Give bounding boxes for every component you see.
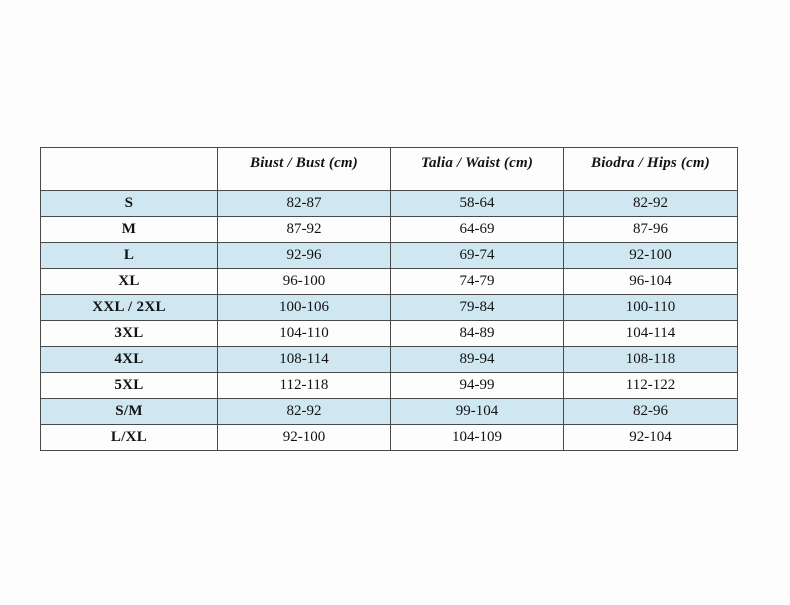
waist-value: 64-69 (390, 216, 564, 243)
hips-value: 87-96 (563, 216, 738, 243)
waist-value: 84-89 (390, 320, 564, 347)
header-hips: Biodra / Hips (cm) (563, 147, 738, 191)
hips-value: 82-96 (563, 398, 738, 425)
table-row-4xl: 4XL 108-114 89-94 108-118 (40, 346, 738, 373)
waist-value: 104-109 (390, 424, 564, 451)
hips-value: 92-104 (563, 424, 738, 451)
size-label: 5XL (40, 372, 218, 399)
waist-value: 89-94 (390, 346, 564, 373)
waist-value: 69-74 (390, 242, 564, 269)
waist-value: 94-99 (390, 372, 564, 399)
hips-value: 100-110 (563, 294, 738, 321)
bust-value: 100-106 (217, 294, 391, 321)
bust-value: 82-87 (217, 190, 391, 217)
header-waist: Talia / Waist (cm) (390, 147, 564, 191)
size-label: L (40, 242, 218, 269)
bust-value: 92-100 (217, 424, 391, 451)
size-label: XXL / 2XL (40, 294, 218, 321)
hips-value: 92-100 (563, 242, 738, 269)
hips-value: 104-114 (563, 320, 738, 347)
waist-value: 74-79 (390, 268, 564, 295)
bust-value: 108-114 (217, 346, 391, 373)
bust-value: 92-96 (217, 242, 391, 269)
hips-value: 82-92 (563, 190, 738, 217)
table-row-s: S 82-87 58-64 82-92 (40, 190, 738, 217)
table-row-m: M 87-92 64-69 87-96 (40, 216, 738, 243)
size-chart-table: Biust / Bust (cm) Talia / Waist (cm) Bio… (40, 147, 738, 451)
hips-value: 96-104 (563, 268, 738, 295)
size-label: XL (40, 268, 218, 295)
size-label: M (40, 216, 218, 243)
hips-value: 108-118 (563, 346, 738, 373)
bust-value: 96-100 (217, 268, 391, 295)
table-row-s-m: S/M 82-92 99-104 82-96 (40, 398, 738, 425)
table-row-l: L 92-96 69-74 92-100 (40, 242, 738, 269)
waist-value: 58-64 (390, 190, 564, 217)
bust-value: 104-110 (217, 320, 391, 347)
size-label: L/XL (40, 424, 218, 451)
hips-value: 112-122 (563, 372, 738, 399)
header-size-blank (40, 147, 218, 191)
table-row-l-xl: L/XL 92-100 104-109 92-104 (40, 424, 738, 451)
table-row-5xl: 5XL 112-118 94-99 112-122 (40, 372, 738, 399)
table-row-xxl-2xl: XXL / 2XL 100-106 79-84 100-110 (40, 294, 738, 321)
table-row-xl: XL 96-100 74-79 96-104 (40, 268, 738, 295)
size-label: 4XL (40, 346, 218, 373)
bust-value: 112-118 (217, 372, 391, 399)
table-row-3xl: 3XL 104-110 84-89 104-114 (40, 320, 738, 347)
size-label: 3XL (40, 320, 218, 347)
bust-value: 87-92 (217, 216, 391, 243)
waist-value: 79-84 (390, 294, 564, 321)
size-label: S/M (40, 398, 218, 425)
bust-value: 82-92 (217, 398, 391, 425)
header-row: Biust / Bust (cm) Talia / Waist (cm) Bio… (40, 147, 738, 191)
size-label: S (40, 190, 218, 217)
header-bust: Biust / Bust (cm) (217, 147, 391, 191)
waist-value: 99-104 (390, 398, 564, 425)
